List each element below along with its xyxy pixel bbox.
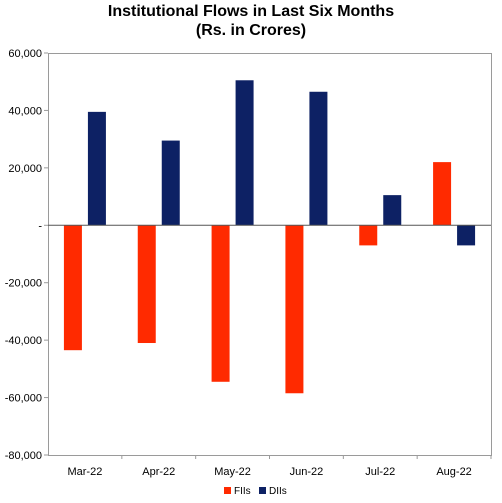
plot-frame (48, 53, 492, 456)
bar-diis (161, 140, 180, 226)
bar-diis (235, 80, 254, 226)
bar-diis (87, 111, 106, 226)
bar-fiis (359, 225, 378, 246)
x-tick-label: Aug-22 (436, 466, 471, 478)
chart-title: Institutional Flows in Last Six Months (107, 3, 395, 20)
x-tick-label: Apr-22 (142, 466, 175, 478)
x-tick-label: Mar-22 (67, 466, 102, 478)
y-tick-label: -60,000 (5, 393, 42, 405)
y-tick-label: 60,000 (8, 48, 42, 60)
bar-fiis (433, 162, 452, 226)
bar-diis (457, 225, 476, 246)
y-tick-label: 40,000 (8, 105, 42, 117)
bar-diis (383, 195, 402, 226)
x-tick-label: Jul-22 (365, 466, 395, 478)
x-tick-label: Jun-22 (290, 466, 324, 478)
y-tick-label: - (38, 220, 42, 232)
y-tick-label: -40,000 (5, 335, 42, 347)
legend-label-diis: DIIs (269, 486, 287, 497)
y-tick-label: -80,000 (5, 450, 42, 462)
bar-fiis (285, 225, 304, 394)
y-tick-label: -20,000 (5, 278, 42, 290)
bar-fiis (137, 225, 156, 344)
chart-subtitle: (Rs. in Crores) (195, 22, 307, 39)
bar-fiis (211, 225, 230, 382)
bar-diis (309, 91, 328, 226)
y-tick-label: 20,000 (8, 163, 42, 175)
legend-label-fiis: FIIs (234, 486, 251, 497)
legend-swatch-diis (259, 487, 266, 494)
x-tick-label: May-22 (214, 466, 251, 478)
bar-fiis (63, 225, 82, 351)
legend-swatch-fiis (224, 487, 231, 494)
